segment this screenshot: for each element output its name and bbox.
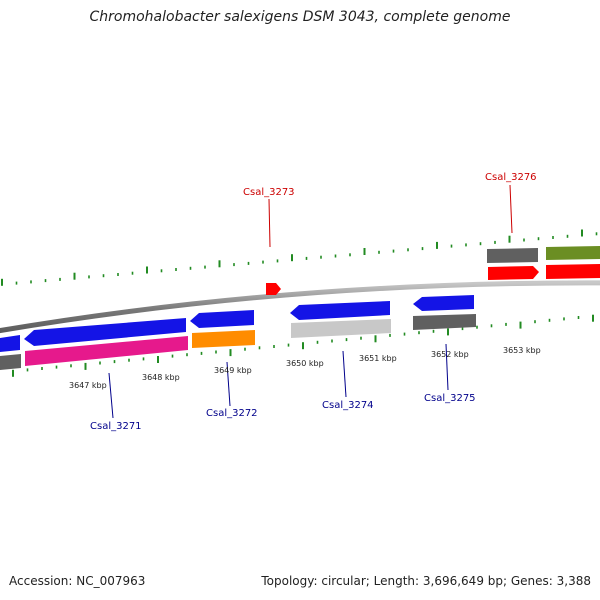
- gene-arrow-csal-3272[interactable]: [190, 310, 254, 328]
- map-title: Chromohalobacter salexigens DSM 3043, co…: [89, 9, 511, 25]
- scale-label-3649: 3649 kbp: [214, 366, 252, 375]
- gene-block-gray-3[interactable]: [487, 248, 538, 263]
- gene-arrow-csal-3271[interactable]: [24, 318, 186, 346]
- scale-label-3651: 3651 kbp: [359, 354, 397, 363]
- accession-text: Accession: NC_007963: [9, 574, 146, 588]
- genome-backbone: [0, 280, 600, 334]
- lower-tick-marks: [12, 314, 594, 377]
- gene-arrow-csal-3270[interactable]: [0, 335, 20, 352]
- topology-text: Topology: circular; Length: 3,696,649 bp…: [261, 574, 591, 588]
- label-leader-lines: [108, 184, 513, 419]
- gene-label-csal-3273: Csal_3273: [243, 187, 295, 198]
- gene-arrow-csal-3275[interactable]: [413, 295, 474, 311]
- gene-arrow-csal-3273[interactable]: [266, 283, 281, 295]
- gene-arrow-csal-3276[interactable]: [488, 266, 539, 280]
- scale-label-3648: 3648 kbp: [142, 373, 180, 382]
- gene-label-csal-3276: Csal_3276: [485, 172, 537, 183]
- gene-arrow-csal-3277[interactable]: [546, 264, 600, 279]
- gene-arrow-csal-3274[interactable]: [290, 301, 390, 320]
- gene-label-csal-3274: Csal_3274: [322, 400, 374, 411]
- gene-block-olive[interactable]: [546, 246, 600, 260]
- scale-label-3653: 3653 kbp: [503, 346, 541, 355]
- gene-block-orange[interactable]: [192, 330, 255, 348]
- gene-block-magenta[interactable]: [25, 336, 188, 366]
- forward-strand-features: [266, 246, 600, 295]
- gene-label-csal-3275: Csal_3275: [424, 393, 476, 404]
- gene-block-gray-2[interactable]: [413, 314, 476, 330]
- gene-block-gray-1[interactable]: [0, 354, 21, 370]
- scale-label-3652: 3652 kbp: [431, 350, 469, 359]
- gene-block-lightgray[interactable]: [291, 319, 391, 338]
- upper-tick-marks: [1, 229, 598, 286]
- gene-label-csal-3272: Csal_3272: [206, 408, 258, 419]
- reverse-strand-features: [0, 295, 476, 370]
- gene-label-csal-3271: Csal_3271: [90, 421, 142, 432]
- scale-label-3647: 3647 kbp: [69, 381, 107, 390]
- scale-label-3650: 3650 kbp: [286, 359, 324, 368]
